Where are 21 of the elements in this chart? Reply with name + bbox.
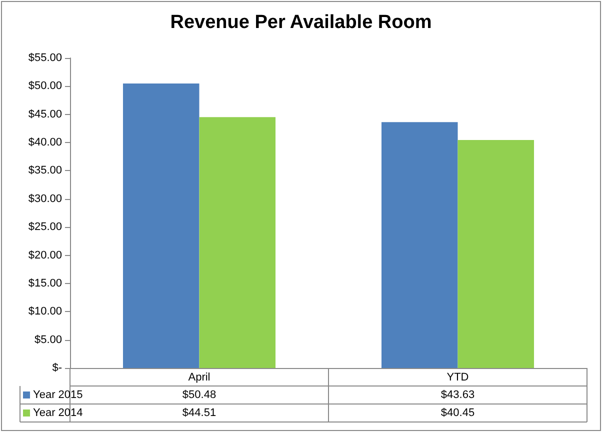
- y-tick-label: $30.00: [28, 192, 62, 205]
- y-tick-label: $15.00: [28, 277, 62, 290]
- y-tick-label: $55.00: [28, 52, 62, 64]
- y-tick-label: $40.00: [28, 136, 62, 149]
- y-tick-label: $20.00: [28, 249, 62, 262]
- chart-title: Revenue Per Available Room: [170, 12, 432, 33]
- data-label: $40.45: [440, 407, 475, 419]
- data-label: $43.63: [440, 389, 475, 401]
- legend-label: Year 2015: [33, 389, 83, 401]
- y-tick-label: $-: [52, 362, 62, 374]
- data-label: $44.51: [182, 407, 216, 419]
- y-tick-label: $25.00: [28, 221, 62, 234]
- y-tick-label: $45.00: [28, 108, 62, 120]
- legend-label: Year 2014: [33, 407, 83, 419]
- x-tick-label: April: [188, 372, 210, 384]
- y-tick-label: $10.00: [28, 306, 62, 318]
- data-label: $50.48: [182, 389, 216, 401]
- y-tick-label: $5.00: [34, 334, 62, 346]
- y-tick-label: $50.00: [28, 80, 62, 92]
- x-tick-label: YTD: [446, 372, 469, 384]
- y-tick-label: $35.00: [28, 164, 62, 177]
